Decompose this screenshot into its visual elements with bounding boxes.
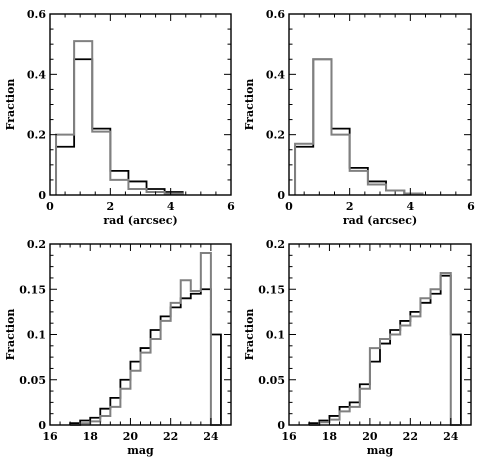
y-axis-label: Fraction <box>243 79 256 131</box>
y-tick-label: 0.2 <box>27 129 46 142</box>
x-tick-label: 22 <box>403 430 418 443</box>
x-tick-label: 22 <box>163 430 178 443</box>
plot-frame <box>288 243 472 426</box>
x-tick-label: 18 <box>322 430 338 443</box>
y-tick-label: 0.4 <box>266 68 285 81</box>
y-axis-label: Fraction <box>4 79 17 131</box>
x-tick-label: 16 <box>42 430 58 443</box>
y-tick-label: 0.05 <box>258 374 285 387</box>
x-tick-label: 4 <box>407 200 415 213</box>
histogram-panel-4: 16 18 20 22 24 0 0.05 0.1 0.15 0.2 mag Fraction <box>243 238 472 457</box>
histogram-series-2 <box>309 271 461 426</box>
x-tick-label: 2 <box>346 200 354 213</box>
histogram-series-2 <box>55 40 184 195</box>
histogram-panel-3: 16 18 20 22 24 0 0.05 0.1 0.15 0.2 mag Fraction <box>4 238 232 457</box>
y-tick-label: 0 <box>277 189 285 202</box>
histogram-panel-1: 0 2 4 6 0 0.2 0.4 0.6 rad (arcsec) Fraction <box>4 8 235 227</box>
x-tick-label: 18 <box>83 430 99 443</box>
plot-frame <box>49 243 232 426</box>
y-tick-label: 0 <box>277 419 285 432</box>
x-tick-label: 6 <box>467 200 475 213</box>
y-tick-label: 0 <box>38 189 46 202</box>
y-tick-label: 0.1 <box>266 329 285 342</box>
x-tick-label: 2 <box>107 200 115 213</box>
histogram-series-2 <box>294 58 424 195</box>
x-tick-label: 24 <box>203 430 219 443</box>
histogram-series-1 <box>308 274 462 425</box>
y-tick-label: 0.2 <box>27 238 46 251</box>
y-tick-label: 0.2 <box>266 129 285 142</box>
x-tick-label: 4 <box>167 200 175 213</box>
y-tick-label: 0.2 <box>266 238 285 251</box>
x-tick-label: 24 <box>443 430 459 443</box>
x-axis-label: mag <box>127 444 154 457</box>
x-axis-label: rad (arcsec) <box>103 214 177 227</box>
histogram-series-2 <box>70 252 221 426</box>
y-tick-label: 0.4 <box>27 68 46 81</box>
x-tick-label: 20 <box>362 430 378 443</box>
y-tick-label: 0.6 <box>266 8 285 21</box>
y-tick-label: 0.1 <box>27 329 46 342</box>
histogram-panel-2: 0 2 4 6 0 0.2 0.4 0.6 rad (arcsec) Fraction <box>243 8 475 227</box>
y-tick-label: 0.05 <box>19 374 46 387</box>
plot-frame <box>288 13 472 196</box>
y-tick-label: 0.15 <box>19 283 46 296</box>
x-tick-label: 16 <box>281 430 297 443</box>
x-tick-label: 20 <box>123 430 139 443</box>
x-tick-label: 0 <box>46 200 54 213</box>
x-axis-label: mag <box>367 444 394 457</box>
x-tick-label: 6 <box>227 200 235 213</box>
x-axis-label: rad (arcsec) <box>343 214 417 227</box>
y-axis-label: Fraction <box>243 309 256 361</box>
x-tick-label: 0 <box>285 200 293 213</box>
y-tick-label: 0.6 <box>27 8 46 21</box>
y-tick-label: 0 <box>38 419 46 432</box>
y-tick-label: 0.15 <box>258 283 285 296</box>
y-axis-label: Fraction <box>4 309 17 361</box>
histogram-series-1 <box>69 288 222 425</box>
